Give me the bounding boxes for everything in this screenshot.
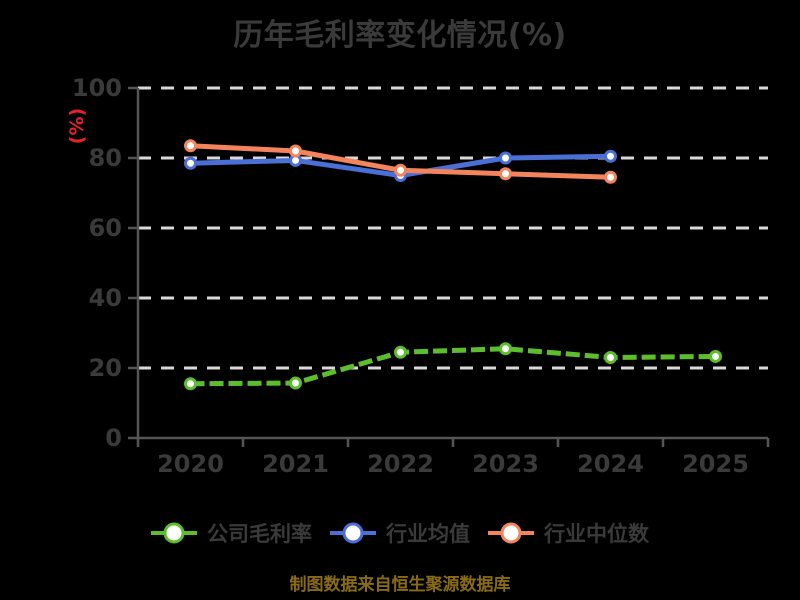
y-tick-label: 80 bbox=[89, 144, 122, 172]
legend-marker-green-icon bbox=[151, 522, 197, 544]
legend-item-company-gross-margin: 公司毛利率 bbox=[151, 518, 312, 548]
data-point-marker bbox=[604, 170, 617, 184]
data-point-marker bbox=[394, 163, 407, 177]
chart-title: 历年毛利率变化情况(%) bbox=[233, 18, 567, 53]
x-tick-label: 2025 bbox=[682, 450, 749, 478]
data-point-marker bbox=[184, 139, 197, 153]
x-tick-label: 2022 bbox=[367, 450, 434, 478]
y-tick-label: 0 bbox=[105, 424, 122, 452]
x-tick-label: 2024 bbox=[577, 450, 644, 478]
data-point-marker bbox=[184, 377, 197, 391]
data-point-marker bbox=[499, 167, 512, 181]
legend-marker-blue-icon bbox=[330, 522, 376, 544]
legend-item-industry-median: 行业中位数 bbox=[488, 518, 649, 548]
y-tick-label: 60 bbox=[89, 214, 122, 242]
data-point-marker bbox=[184, 156, 197, 170]
data-point-marker bbox=[604, 149, 617, 163]
data-point-marker bbox=[604, 351, 617, 364]
data-source-caption: 制图数据来自恒生聚源数据库 bbox=[289, 575, 511, 595]
legend-marker-orange-icon bbox=[488, 522, 534, 544]
data-point-marker bbox=[499, 151, 512, 165]
y-tick-label: 40 bbox=[89, 284, 122, 312]
series-line-公司毛利率 bbox=[190, 346, 716, 387]
x-tick-label: 2020 bbox=[157, 450, 224, 478]
legend: 公司毛利率 行业均值 行业中位数 bbox=[0, 518, 800, 548]
y-tick-label: 20 bbox=[89, 354, 122, 382]
legend-item-industry-average: 行业均值 bbox=[330, 518, 470, 548]
data-point-marker bbox=[499, 342, 512, 356]
data-point-marker bbox=[289, 376, 302, 390]
x-tick-label: 2021 bbox=[262, 450, 329, 478]
x-tick-label: 2023 bbox=[472, 450, 539, 478]
legend-label-company-gross-margin: 公司毛利率 bbox=[207, 522, 312, 546]
data-point-marker bbox=[289, 144, 302, 158]
legend-label-industry-median: 行业中位数 bbox=[544, 522, 649, 546]
data-point-marker bbox=[394, 345, 407, 359]
legend-label-industry-average: 行业均值 bbox=[386, 522, 470, 546]
data-point-marker bbox=[709, 349, 722, 363]
y-tick-label: 100 bbox=[72, 74, 122, 102]
